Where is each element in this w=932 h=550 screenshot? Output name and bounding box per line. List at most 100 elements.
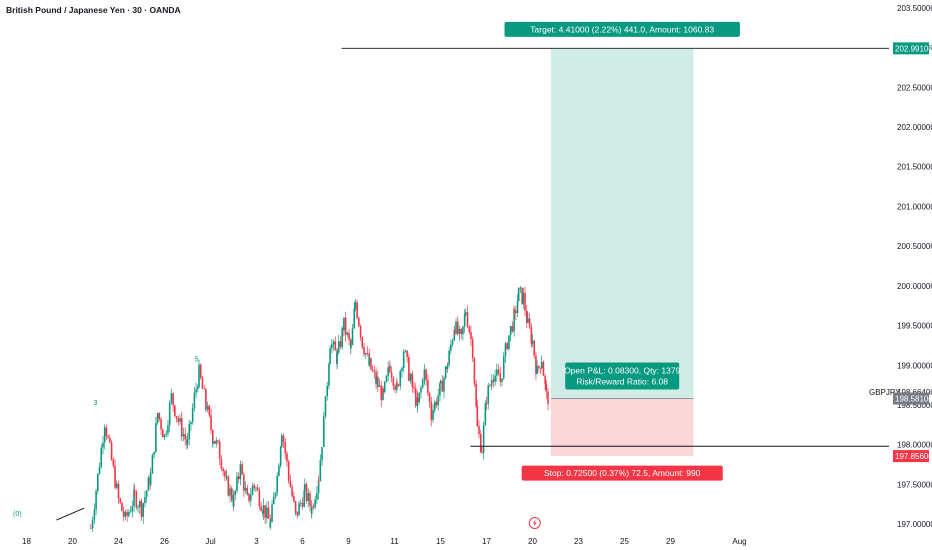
candle-body bbox=[128, 512, 130, 516]
candle-body bbox=[256, 487, 259, 491]
candle-body bbox=[317, 480, 320, 494]
candle-body bbox=[346, 332, 349, 335]
candle-body bbox=[465, 312, 467, 315]
candle-body bbox=[217, 440, 219, 442]
stop-label-box bbox=[521, 465, 723, 481]
candle-body bbox=[460, 328, 462, 335]
candle-body bbox=[516, 301, 519, 314]
profit-zone bbox=[550, 48, 694, 399]
candle-body bbox=[319, 460, 322, 481]
candle-body bbox=[90, 528, 92, 529]
candle-body bbox=[501, 378, 503, 382]
candle-body bbox=[468, 326, 471, 333]
open-pnl-text: Open P&L: 0.08300, Qty: 1379 bbox=[564, 366, 681, 376]
candle-body bbox=[385, 375, 388, 382]
wave-label-0: 3 bbox=[94, 400, 98, 407]
candle-body bbox=[380, 385, 383, 401]
candle-body bbox=[439, 380, 442, 384]
candle-body bbox=[190, 421, 192, 425]
candle-body bbox=[466, 312, 469, 327]
candle-body bbox=[519, 287, 522, 289]
candle-body bbox=[339, 341, 342, 348]
candle-body bbox=[251, 486, 254, 495]
candle-body bbox=[180, 418, 183, 437]
candle-body bbox=[115, 483, 118, 488]
candle-body bbox=[544, 375, 546, 384]
candle-body bbox=[511, 326, 514, 332]
x-tick-label: 18 bbox=[22, 537, 31, 546]
candle-body bbox=[229, 488, 231, 496]
candle-body bbox=[212, 430, 214, 444]
y-tick-label: 199.50000 bbox=[897, 322, 932, 331]
candle-body bbox=[490, 380, 493, 386]
y-tick-label: 198.00000 bbox=[897, 441, 932, 450]
candle-body bbox=[509, 326, 512, 336]
y-tick-label: 199.00000 bbox=[897, 361, 932, 370]
candle-body bbox=[478, 426, 480, 434]
candle-body bbox=[248, 493, 250, 501]
candle-body bbox=[301, 502, 304, 507]
target-label: Target: 4.41000 (2.22%) 441.0, Amount: 1… bbox=[504, 21, 740, 37]
y-tick-label: 200.50000 bbox=[897, 242, 932, 251]
candle-body bbox=[121, 502, 123, 512]
candle-body bbox=[203, 388, 205, 390]
candle-body bbox=[479, 433, 482, 452]
candle-body bbox=[535, 355, 537, 374]
candle-body bbox=[506, 343, 508, 349]
candle-body bbox=[331, 344, 333, 349]
candle-body bbox=[508, 335, 510, 349]
candle-body bbox=[334, 341, 337, 351]
candle-body bbox=[324, 413, 327, 417]
candle-body bbox=[158, 413, 161, 420]
price-tag-2 bbox=[893, 392, 929, 405]
candle-body bbox=[201, 378, 204, 389]
candle-body bbox=[153, 451, 155, 455]
candle-body bbox=[294, 511, 297, 513]
candle-body bbox=[122, 511, 125, 517]
candle-body bbox=[499, 380, 502, 382]
candle-body bbox=[91, 519, 94, 529]
candle-body bbox=[151, 454, 154, 474]
y-tick-label: 203.50000 bbox=[897, 4, 932, 13]
candle-body bbox=[470, 332, 472, 340]
candle-body bbox=[404, 350, 407, 352]
candle-body bbox=[427, 379, 429, 393]
candle-body bbox=[138, 501, 141, 508]
time-axis: 18 20 24 26 Jul 3 6 9 11 15 17 20 23 25 29 Aug bbox=[22, 537, 747, 546]
candle-body bbox=[423, 369, 426, 380]
candle-body bbox=[446, 365, 449, 369]
candle-body bbox=[353, 308, 356, 329]
candle-body bbox=[304, 484, 306, 491]
candle-body bbox=[286, 453, 288, 462]
candle-body bbox=[428, 392, 431, 402]
candle-body bbox=[117, 483, 120, 499]
wave-label-1: 5 bbox=[195, 356, 199, 363]
candle-body bbox=[140, 501, 143, 517]
candle-body bbox=[329, 348, 331, 364]
candle-body bbox=[161, 429, 164, 438]
candle-body bbox=[432, 410, 434, 420]
candle-body bbox=[224, 471, 226, 477]
x-tick-label: 25 bbox=[620, 537, 629, 546]
candle-body bbox=[443, 377, 445, 392]
x-tick-label: 23 bbox=[574, 537, 583, 546]
y-tick-label: 198.50000 bbox=[897, 401, 932, 410]
candle-body bbox=[337, 341, 340, 353]
candle-body bbox=[310, 506, 313, 514]
candle-body bbox=[517, 287, 520, 302]
candle-body bbox=[175, 416, 178, 419]
candle-body bbox=[448, 350, 450, 366]
candle-body bbox=[182, 434, 185, 437]
candle-body bbox=[513, 309, 515, 311]
candle-body bbox=[441, 380, 444, 392]
candle-body bbox=[317, 480, 320, 482]
candle-body bbox=[475, 383, 477, 407]
x-tick-label: 11 bbox=[390, 537, 399, 546]
wave-label-2: (0) bbox=[13, 511, 22, 518]
candle-body bbox=[110, 442, 113, 460]
candle-body bbox=[244, 487, 247, 491]
price-tag-text-2: 198.58100 bbox=[895, 395, 932, 404]
candle-body bbox=[328, 363, 330, 386]
candle-body bbox=[350, 345, 352, 349]
